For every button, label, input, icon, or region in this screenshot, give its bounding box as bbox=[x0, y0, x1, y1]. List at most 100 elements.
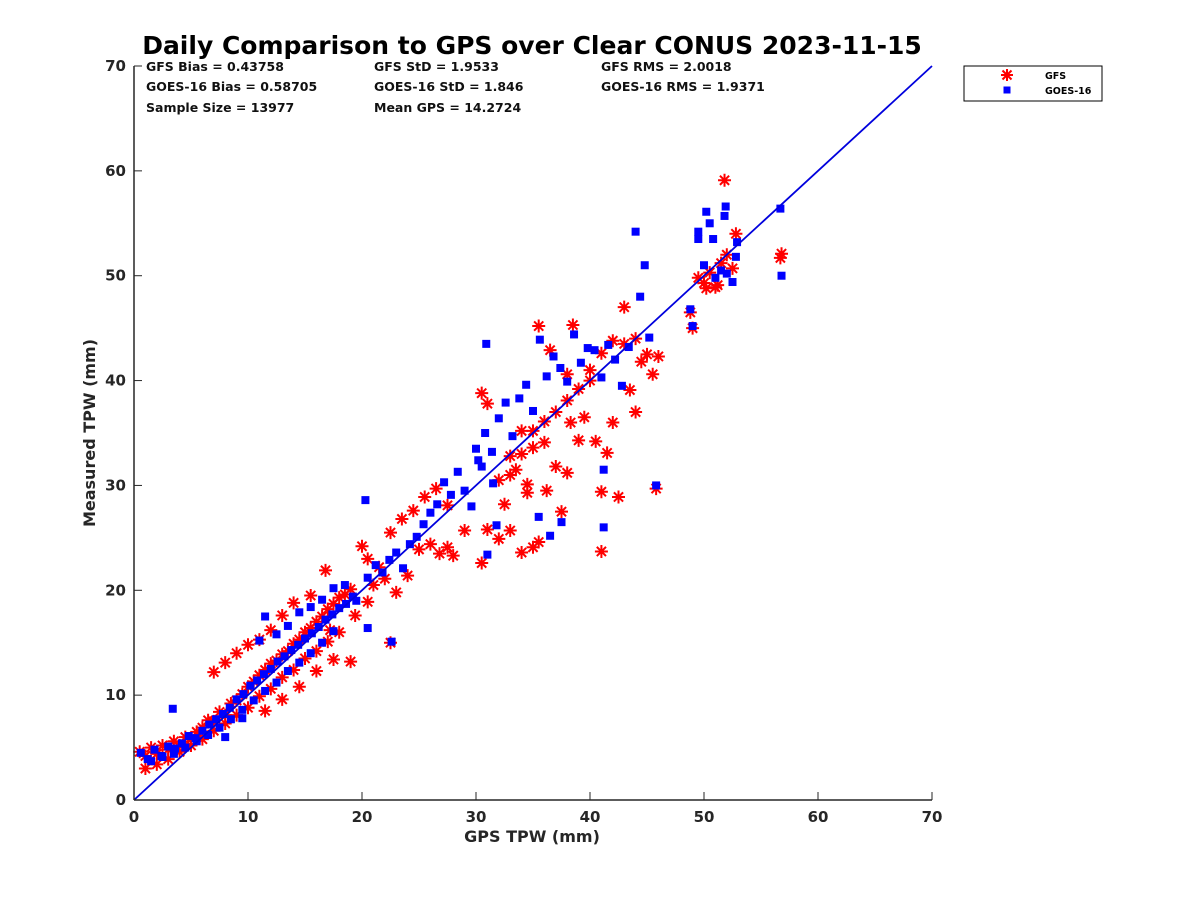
gfs-point bbox=[480, 522, 494, 536]
goes16-point bbox=[631, 227, 640, 236]
goes16-point bbox=[177, 739, 186, 748]
chart-title: Daily Comparison to GPS over Clear CONUS… bbox=[142, 31, 922, 60]
gfs-point bbox=[207, 724, 221, 738]
gfs-point bbox=[241, 701, 255, 715]
goes16-point bbox=[599, 523, 608, 532]
gfs-point bbox=[714, 256, 728, 270]
goes16-point bbox=[218, 710, 227, 719]
gfs-point bbox=[773, 251, 787, 265]
gfs-point bbox=[515, 447, 529, 461]
goes16-point bbox=[363, 573, 372, 582]
goes16-point bbox=[472, 444, 480, 453]
legend: GFS GOES-16 bbox=[963, 65, 1103, 102]
x-tick-label: 40 bbox=[580, 808, 601, 826]
x-tick-label: 20 bbox=[352, 808, 373, 826]
goes16-point bbox=[624, 343, 633, 352]
goes16-point bbox=[306, 603, 315, 612]
goes16-point bbox=[426, 508, 435, 517]
goes16-point bbox=[329, 627, 338, 636]
goes16-point bbox=[169, 749, 178, 758]
gfs-point bbox=[594, 485, 608, 499]
stat-goes-std: GOES-16 StD = 1.846 bbox=[374, 79, 524, 94]
goes16-point bbox=[556, 363, 565, 372]
goes16-point bbox=[205, 720, 214, 729]
goes16-point bbox=[446, 490, 455, 499]
gfs-point bbox=[572, 433, 586, 447]
goes16-point bbox=[147, 757, 156, 766]
goes16-point bbox=[483, 550, 492, 559]
stat-mean-gps: Mean GPS = 14.2724 bbox=[374, 100, 521, 115]
goes16-point bbox=[534, 512, 543, 521]
gfs-point bbox=[138, 762, 152, 776]
gfs-point bbox=[418, 490, 432, 504]
goes16-point bbox=[700, 261, 708, 270]
gfs-point bbox=[332, 625, 346, 639]
goes16-point bbox=[249, 696, 258, 705]
gfs-point bbox=[287, 596, 301, 610]
goes16-point bbox=[204, 730, 213, 739]
gfs-point bbox=[309, 615, 323, 629]
gfs-point bbox=[298, 625, 312, 639]
gfs-point bbox=[520, 486, 534, 500]
stat-gfs-bias: GFS Bias = 0.43758 bbox=[146, 59, 284, 74]
gfs-point bbox=[348, 608, 362, 622]
gfs-point bbox=[287, 637, 301, 651]
gfs-point bbox=[161, 752, 175, 766]
gfs-point bbox=[412, 542, 426, 556]
goes16-point bbox=[599, 465, 608, 474]
goes16-point bbox=[467, 502, 476, 511]
gfs-point bbox=[560, 367, 574, 381]
goes16-point bbox=[295, 658, 304, 667]
goes16-point bbox=[549, 352, 558, 361]
goes16-point bbox=[168, 704, 177, 713]
goes16-point bbox=[474, 456, 483, 465]
gfs-point bbox=[264, 623, 278, 637]
goes16-point bbox=[412, 532, 421, 541]
goes16-point bbox=[150, 745, 159, 754]
goes16-point bbox=[136, 748, 145, 757]
goes16-point bbox=[272, 678, 281, 687]
goes16-point bbox=[419, 520, 428, 529]
gfs-point bbox=[572, 382, 586, 396]
gfs-point bbox=[321, 635, 335, 649]
gfs-point bbox=[526, 441, 540, 455]
gfs-point bbox=[401, 569, 415, 583]
goes16-point bbox=[287, 646, 296, 655]
goes16-point bbox=[399, 564, 408, 573]
gfs-point bbox=[583, 363, 597, 377]
legend-box bbox=[963, 65, 1103, 102]
gfs-point bbox=[560, 466, 574, 480]
x-tick-label: 10 bbox=[238, 808, 259, 826]
gfs-point bbox=[703, 266, 717, 280]
gfs-point bbox=[321, 602, 335, 616]
goes16-point bbox=[487, 447, 496, 456]
gfs-point bbox=[207, 665, 221, 679]
y-tick-label: 70 bbox=[105, 57, 126, 75]
goes16-point bbox=[387, 637, 396, 646]
goes16-point bbox=[640, 261, 649, 270]
goes16-point bbox=[542, 372, 551, 381]
gfs-point bbox=[332, 591, 346, 605]
gfs-point bbox=[594, 346, 608, 360]
goes16-point bbox=[717, 266, 726, 275]
goes16-point bbox=[686, 305, 695, 314]
gfs-point bbox=[526, 540, 540, 554]
legend-goes-label: GOES-16 bbox=[1045, 86, 1092, 97]
goes16-point bbox=[433, 500, 442, 509]
x-ticks: 0 10 20 30 40 50 60 70 bbox=[129, 792, 942, 826]
goes16-point bbox=[198, 726, 207, 735]
gfs-point bbox=[338, 587, 352, 601]
goes16-point bbox=[307, 629, 316, 638]
gfs-point bbox=[699, 281, 713, 295]
goes16-point bbox=[318, 638, 327, 647]
goes16-point bbox=[385, 555, 394, 564]
goes16-point bbox=[522, 380, 531, 389]
gfs-point bbox=[241, 638, 255, 652]
x-tick-label: 60 bbox=[808, 808, 829, 826]
gfs-point bbox=[384, 526, 397, 540]
gfs-point bbox=[429, 482, 443, 496]
gfs-point bbox=[691, 271, 705, 285]
goes16-point bbox=[733, 238, 742, 247]
gfs-point bbox=[718, 173, 732, 187]
